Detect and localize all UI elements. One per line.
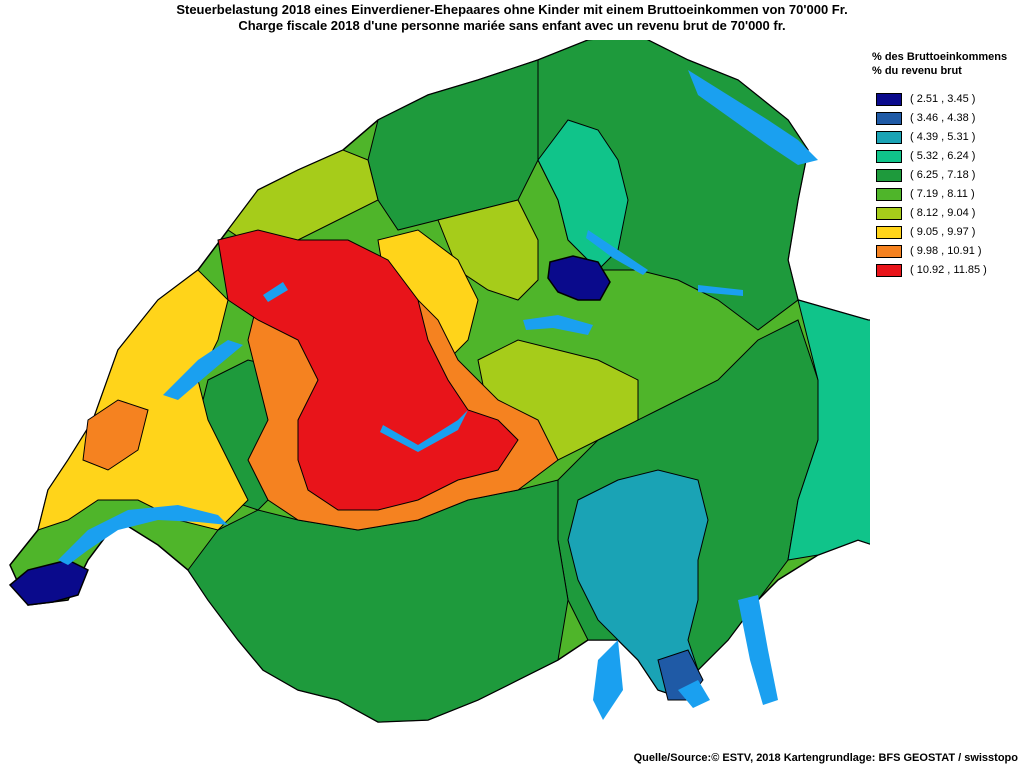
map-title-fr: Charge fiscale 2018 d'une personne marié… (238, 18, 786, 33)
legend-swatch (876, 112, 902, 125)
legend-swatch (876, 207, 902, 220)
legend-label: ( 8.12 , 9.04 ) (910, 207, 976, 219)
legend-heading-fr: % du revenu brut (872, 65, 962, 77)
region-aargau (437, 199, 539, 301)
legend-item: ( 9.05 , 9.97 ) (876, 225, 1016, 244)
legend-item: ( 5.32 , 6.24 ) (876, 149, 1016, 168)
legend-swatch (876, 131, 902, 144)
legend-label: ( 3.46 , 4.38 ) (910, 112, 976, 124)
region-vaud-west (82, 399, 149, 471)
legend-swatch (876, 93, 902, 106)
lake-walen (698, 285, 743, 296)
legend-item: ( 10.92 , 11.85 ) (876, 263, 1016, 282)
legend: ( 2.51 , 3.45 ) ( 3.46 , 4.38 ) ( 4.39 , 5… (876, 92, 1016, 282)
legend-swatch (876, 188, 902, 201)
legend-item: ( 6.25 , 7.18 ) (876, 168, 1016, 187)
lake-thun-brienz (380, 410, 468, 452)
legend-item: ( 2.51 , 3.45 ) (876, 92, 1016, 111)
lakes (58, 70, 818, 720)
legend-item: ( 4.39 , 5.31 ) (876, 130, 1016, 149)
legend-label: ( 6.25 , 7.18 ) (910, 169, 976, 181)
legend-label: ( 4.39 , 5.31 ) (910, 131, 976, 143)
lake-geneva (58, 505, 228, 565)
region-graubuenden (787, 299, 870, 561)
lake-constance (688, 70, 818, 165)
legend-label: ( 2.51 , 3.45 ) (910, 93, 976, 105)
legend-item: ( 9.98 , 10.91 ) (876, 244, 1016, 263)
lake-como (738, 595, 778, 705)
region-geneva (8, 559, 89, 606)
legend-swatch (876, 264, 902, 277)
lake-neuchatel (163, 340, 243, 400)
legend-item: ( 8.12 , 9.04 ) (876, 206, 1016, 225)
legend-label: ( 9.05 , 9.97 ) (910, 226, 976, 238)
switzerland-choropleth-map (8, 40, 870, 723)
legend-label: ( 9.98 , 10.91 ) (910, 245, 982, 257)
region-zug (547, 255, 611, 301)
lake-lugano (678, 680, 710, 708)
region-zurich (537, 119, 629, 271)
legend-label: ( 5.32 , 6.24 ) (910, 150, 976, 162)
lake-biel (263, 282, 288, 302)
source-credit: Quelle/Source:© ESTV, 2018 Kartengrundla… (633, 752, 1018, 764)
legend-swatch (876, 150, 902, 163)
legend-heading-de: % des Bruttoeinkommens (872, 51, 1008, 63)
region-bern-core (217, 229, 519, 511)
legend-swatch (876, 169, 902, 182)
lake-zurich (586, 230, 648, 275)
legend-swatch (876, 245, 902, 258)
legend-label: ( 7.19 , 8.11 ) (910, 188, 975, 200)
legend-label: ( 10.92 , 11.85 ) (910, 264, 987, 276)
legend-item: ( 7.19 , 8.11 ) (876, 187, 1016, 206)
lake-maggiore (593, 640, 623, 720)
lake-lucerne (523, 315, 593, 335)
legend-item: ( 3.46 , 4.38 ) (876, 111, 1016, 130)
legend-swatch (876, 226, 902, 239)
map-title-de: Steuerbelastung 2018 eines Einverdiener-… (176, 2, 848, 17)
